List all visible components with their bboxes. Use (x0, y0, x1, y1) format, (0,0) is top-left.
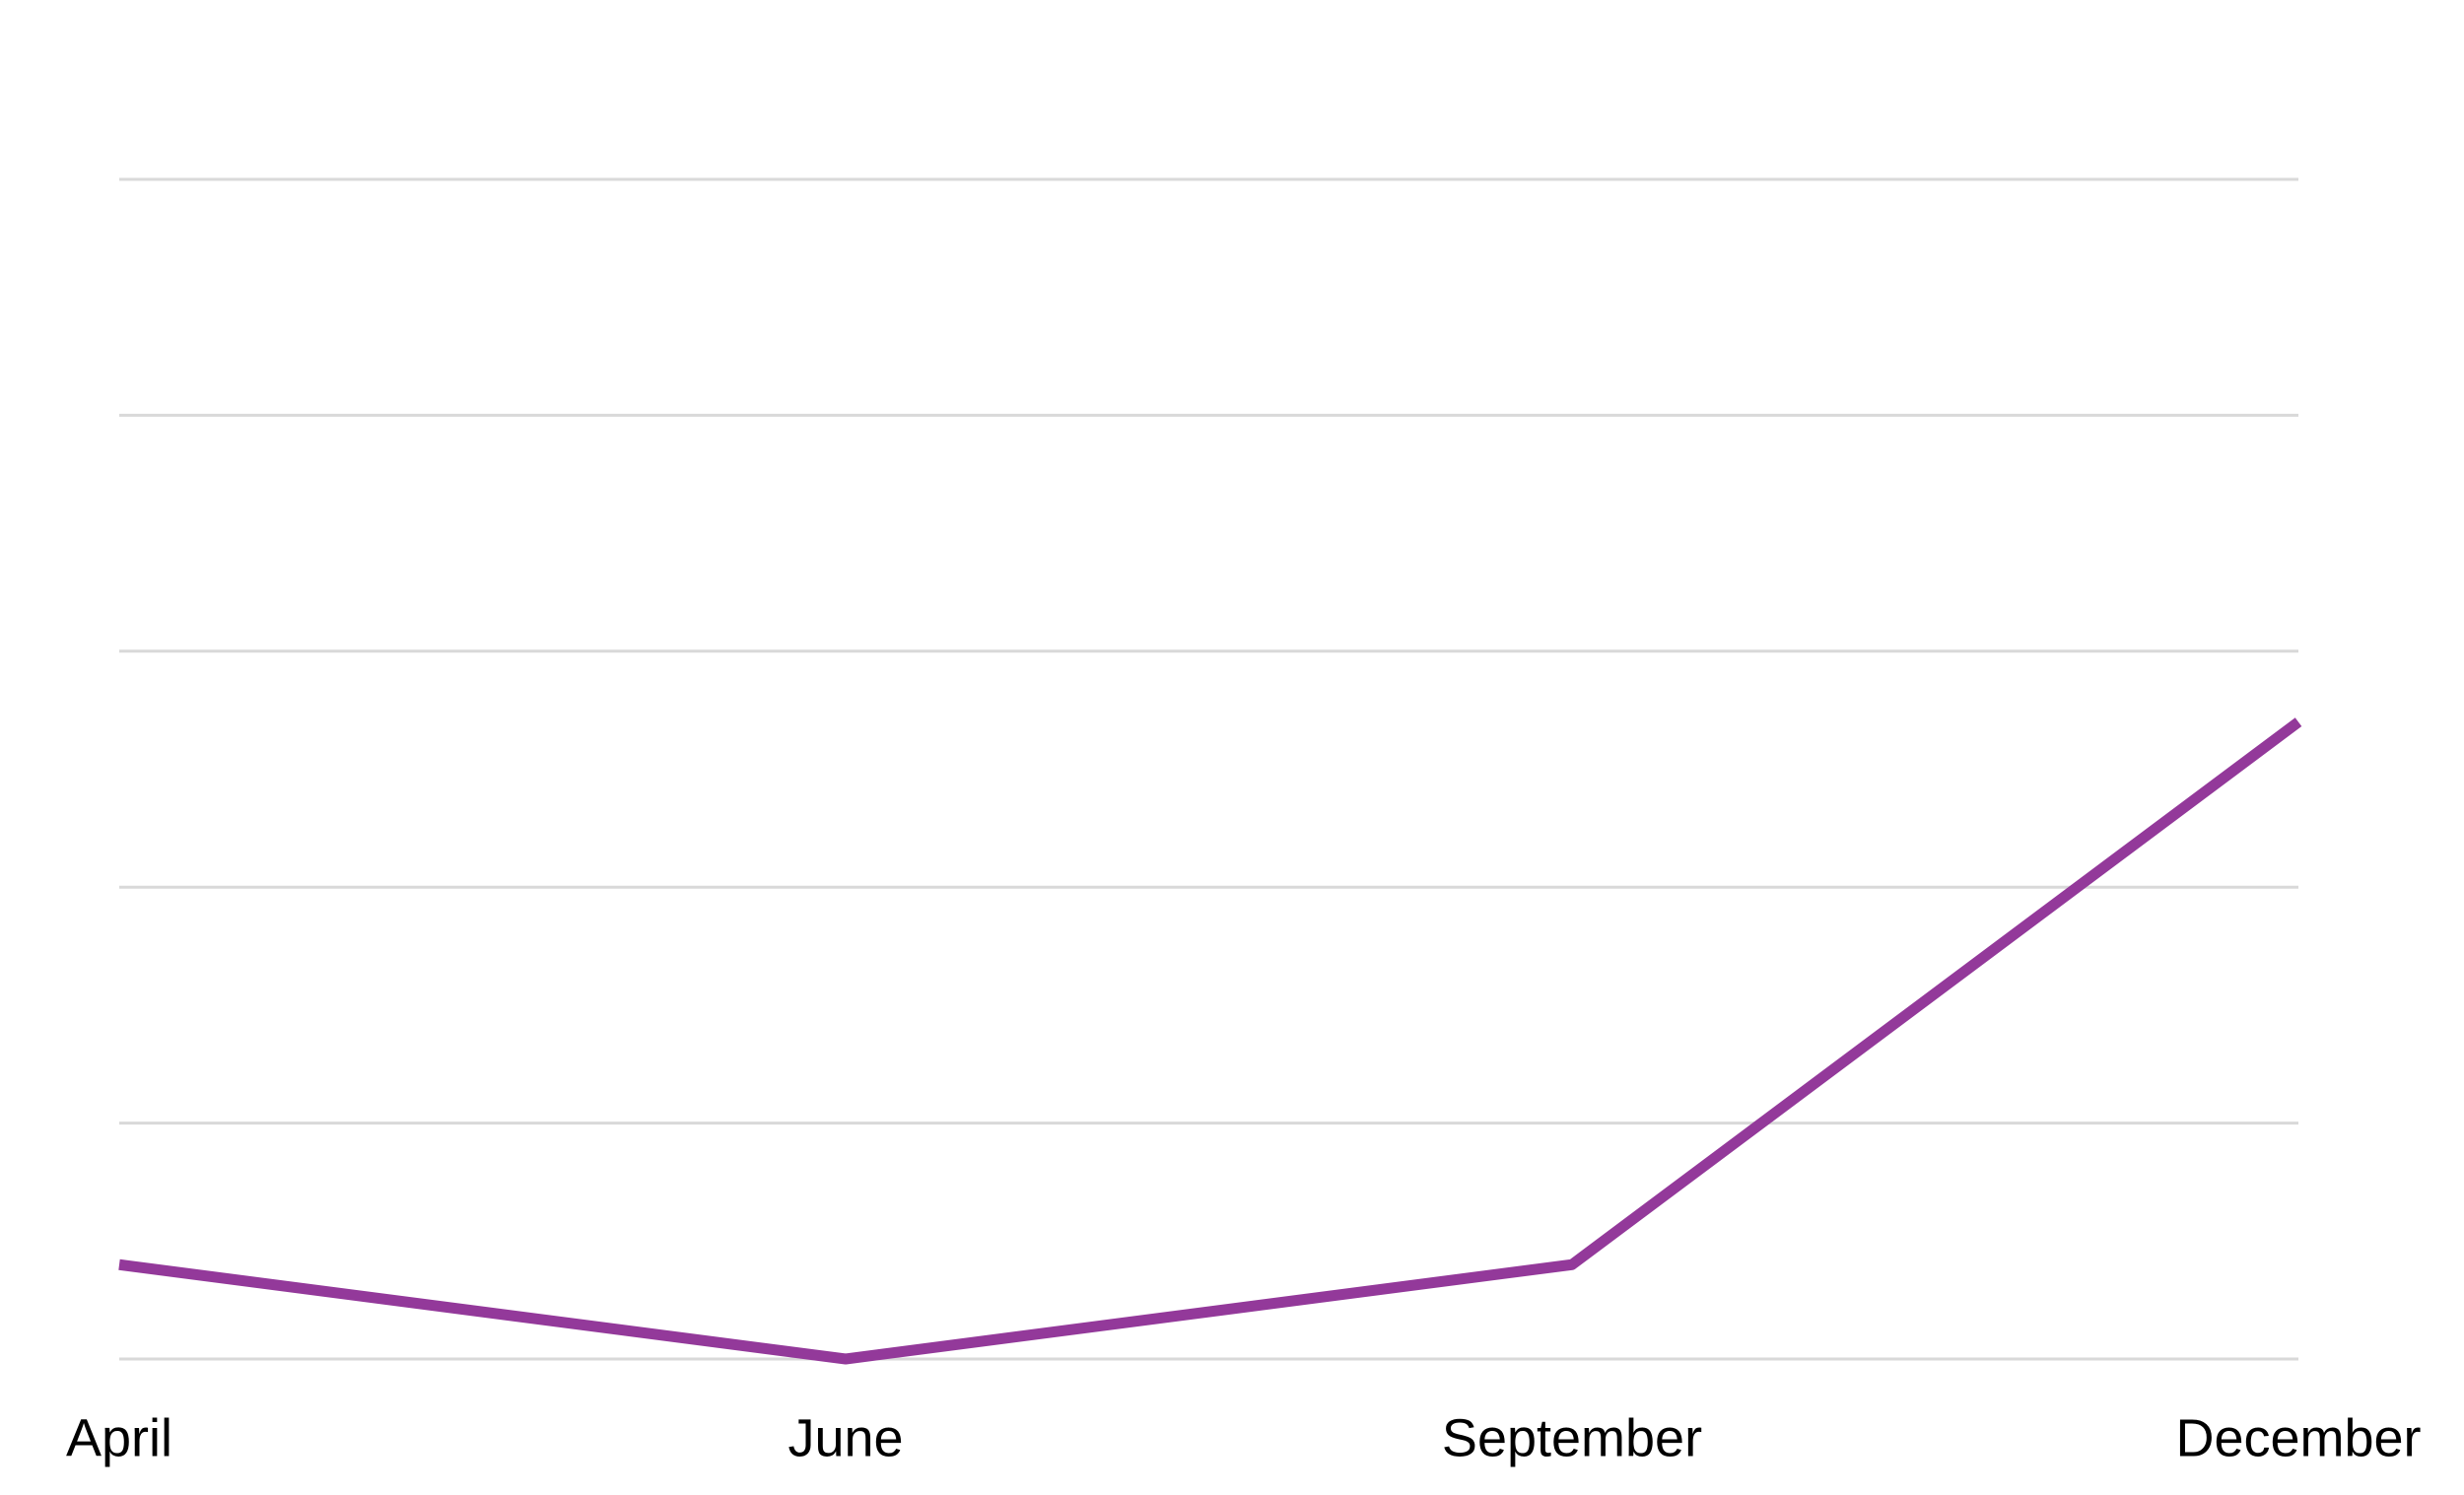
x-tick-label: June (787, 1408, 903, 1467)
x-tick-label: April (66, 1408, 172, 1467)
x-tick-label: December (2175, 1408, 2421, 1467)
x-tick-label: September (1442, 1408, 1702, 1467)
data-line (118, 717, 2302, 1365)
